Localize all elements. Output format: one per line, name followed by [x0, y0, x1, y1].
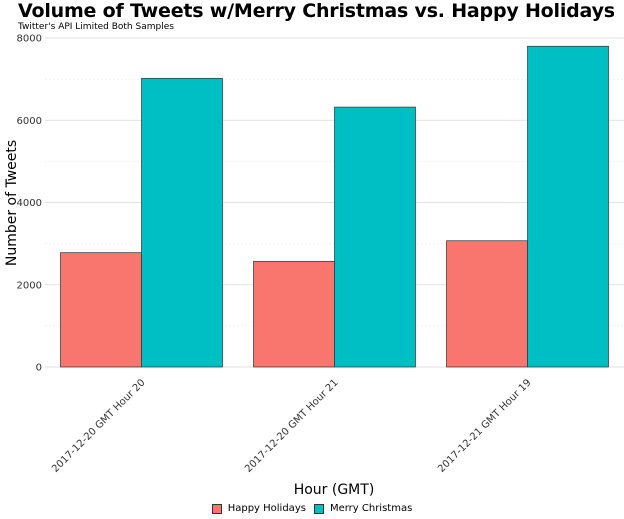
x-tick-label: 2017-12-21 GMT Hour 19 [436, 377, 534, 475]
legend-item: Happy Holidays [211, 503, 306, 514]
bars [60, 45, 609, 368]
legend-label: Merry Christmas [329, 503, 413, 514]
bar-happy-holidays [446, 240, 528, 368]
y-tick-label: 0 [36, 363, 42, 374]
x-axis-ticks: 2017-12-20 GMT Hour 20 2017-12-20 GMT Hou… [50, 377, 534, 475]
x-tick-label: 2017-12-20 GMT Hour 20 [50, 377, 148, 475]
bar-merry-christmas [334, 106, 416, 368]
y-tick-label: 2000 [17, 280, 42, 291]
x-axis-title: Hour (GMT) [294, 482, 375, 498]
y-axis-ticks: 0 2000 4000 6000 8000 [17, 34, 42, 374]
chart-subtitle: Twitter's API Limited Both Samples [18, 22, 174, 32]
bar-happy-holidays [253, 260, 335, 368]
y-tick-label: 6000 [17, 116, 42, 127]
legend-label: Happy Holidays [227, 503, 306, 514]
legend-key [211, 503, 222, 514]
bar-happy-holidays [60, 252, 142, 368]
y-axis-title: Number of Tweets [4, 140, 20, 266]
legend-key [313, 503, 324, 514]
legend-item: Merry Christmas [313, 503, 413, 514]
legend: Happy Holidays Merry Christmas [0, 503, 624, 517]
bar-merry-christmas [527, 45, 609, 368]
x-tick-label: 2017-12-20 GMT Hour 21 [243, 377, 341, 475]
y-tick-label: 4000 [17, 198, 42, 209]
bar-merry-christmas [141, 77, 223, 368]
y-tick-label: 8000 [17, 34, 42, 45]
chart-title: Volume of Tweets w/Merry Christmas vs. H… [18, 0, 615, 22]
